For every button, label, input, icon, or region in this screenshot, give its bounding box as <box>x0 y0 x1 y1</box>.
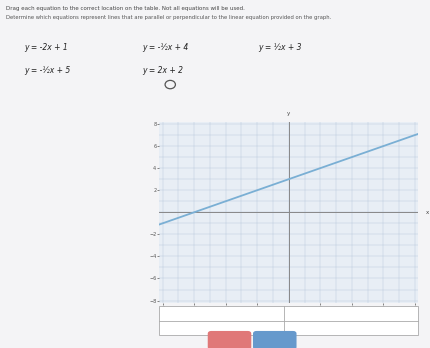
Text: y = -½x + 4: y = -½x + 4 <box>142 44 188 53</box>
Text: Determine which equations represent lines that are parallel or perpendicular to : Determine which equations represent line… <box>6 15 331 20</box>
Text: y = ½x + 5: y = ½x + 5 <box>175 325 212 332</box>
Text: Perpendicular Line: Perpendicular Line <box>326 310 375 316</box>
Text: y = -½x + 5: y = -½x + 5 <box>24 66 70 75</box>
Text: Parallel Line: Parallel Line <box>205 310 237 316</box>
Text: y = ½x + 3: y = ½x + 3 <box>258 44 301 53</box>
Text: y: y <box>286 111 290 116</box>
Text: y = -2x + 1: y = -2x + 1 <box>24 44 68 53</box>
Text: Drag each equation to the correct location on the table. Not all equations will : Drag each equation to the correct locati… <box>6 6 245 11</box>
Text: y = 2x + 2: y = 2x + 2 <box>142 66 183 75</box>
Text: x: x <box>425 210 428 215</box>
